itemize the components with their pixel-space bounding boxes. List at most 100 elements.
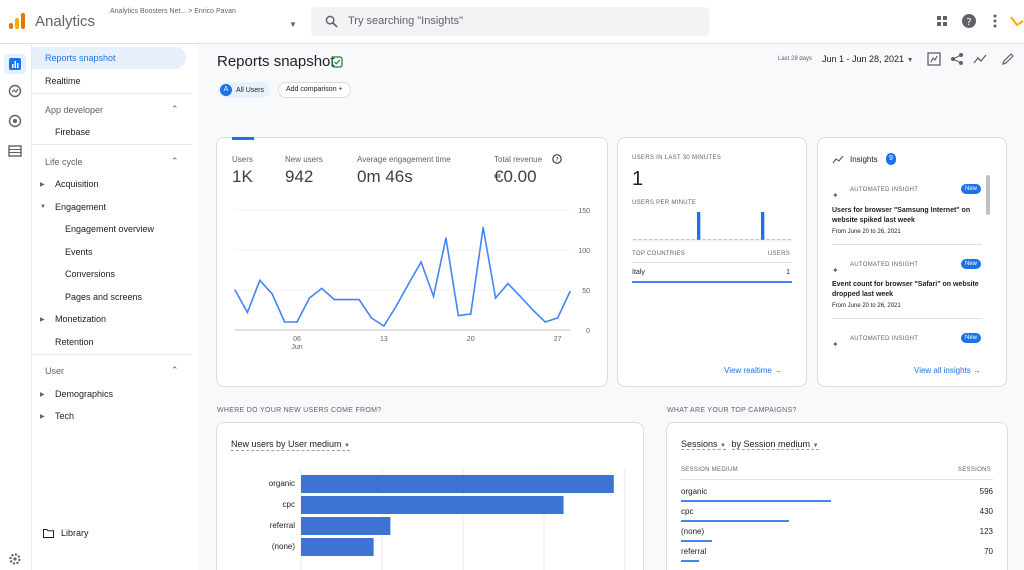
view-all-insights-link[interactable]: View all insights → (914, 366, 982, 375)
date-range-picker[interactable]: Jun 1 - Jun 28, 2021 ▼ (822, 54, 914, 64)
expand-right-icon[interactable]: ▶ (40, 317, 45, 323)
expand-right-icon[interactable]: ▶ (40, 414, 45, 420)
overview-metrics-card: Users 1K New users 942 Average engagemen… (216, 137, 608, 387)
nav-section-user[interactable]: User (45, 366, 65, 376)
nav-reports-snapshot[interactable]: Reports snapshot (45, 53, 116, 63)
add-comparison-button[interactable]: Add comparison + (278, 82, 351, 98)
medium-cell: organic (681, 487, 708, 496)
campaigns-selector[interactable]: Sessions ▼ by Session medium ▼ (681, 439, 819, 450)
new-users-section-title: WHERE DO YOUR NEW USERS COME FROM? (217, 407, 382, 414)
edit-pencil-icon[interactable] (1001, 52, 1015, 66)
new-users-bar-chart[interactable]: organic cpc referral (none) (225, 469, 635, 570)
nav-section-life-cycle[interactable]: Life cycle (45, 157, 83, 167)
new-users-card: New users by User medium ▼ organic cpc ref… (216, 422, 644, 570)
chevron-up-icon[interactable]: ⌃ (171, 365, 179, 375)
report-navigation: Reports snapshot Realtime App developer … (32, 44, 198, 436)
advertising-icon[interactable] (8, 114, 22, 128)
share-icon[interactable] (950, 52, 964, 66)
expand-right-icon[interactable]: ▶ (40, 182, 45, 188)
admin-settings-icon[interactable] (8, 552, 22, 566)
table-row[interactable]: (none) 123 (681, 527, 993, 542)
insights-card: Insights 9 ✦ AUTOMATED INSIGHT New Users… (817, 137, 1007, 387)
search-input[interactable]: Try searching "Insights" (311, 7, 709, 36)
nav-monetization[interactable]: Monetization (55, 314, 107, 324)
medium-cell: cpc (681, 507, 694, 516)
data-point (420, 261, 422, 263)
insight-title[interactable]: Event count for browser "Safari" on webs… (832, 281, 979, 298)
configure-icon[interactable] (8, 144, 22, 158)
nav-pages-and-screens[interactable]: Pages and screens (65, 292, 143, 302)
nav-acquisition[interactable]: Acquisition (55, 179, 99, 189)
nav-divider (32, 354, 192, 355)
session-bar (681, 520, 790, 522)
account-selector[interactable]: Analytics Boosters Net... > Enrico Pavan (110, 8, 236, 15)
apps-grid-icon[interactable] (934, 13, 950, 29)
medium-cell: (none) (681, 527, 705, 536)
new-badge: New (961, 184, 982, 194)
x-tick-label: 13 (380, 336, 388, 343)
insight-title[interactable]: Users for browser "Samsung Internet" on … (832, 207, 971, 224)
help-icon[interactable]: ? (961, 13, 977, 29)
nav-engagement-overview[interactable]: Engagement overview (65, 224, 155, 234)
explore-icon[interactable] (8, 84, 22, 98)
table-row[interactable]: organic 596 (681, 487, 993, 502)
users-per-minute-chart[interactable] (632, 210, 792, 244)
country-users: 1 (786, 269, 790, 276)
realtime-title: USERS IN LAST 30 MINUTES (632, 155, 722, 161)
top-countries-header: TOP COUNTRIES (632, 251, 686, 257)
new-users-bar (301, 517, 391, 535)
table-row[interactable]: referral 70 (681, 547, 993, 562)
session-medium-selector[interactable]: by Session medium ▼ (731, 439, 819, 450)
table-row[interactable]: cpc 430 (681, 507, 993, 522)
users-column-header: USERS (767, 251, 790, 257)
insights-sparkle-icon[interactable] (973, 52, 987, 66)
insights-scrollbar[interactable] (986, 175, 990, 215)
metric-new-users-label[interactable]: New users (285, 155, 323, 164)
new-users-bar (301, 475, 614, 493)
chevron-up-icon[interactable]: ⌃ (171, 156, 179, 166)
nav-events[interactable]: Events (65, 247, 93, 257)
sessions-metric-selector[interactable]: Sessions ▼ (681, 439, 726, 450)
view-realtime-link[interactable]: View realtime → (724, 366, 783, 375)
y-tick-label: 100 (578, 248, 590, 255)
insight-date: From June 20 to 26, 2021 (832, 229, 901, 235)
nav-realtime[interactable]: Realtime (45, 76, 81, 86)
nav-retention[interactable]: Retention (55, 337, 94, 347)
nav-section-app-developer[interactable]: App developer (45, 105, 104, 115)
minute-bar (766, 239, 770, 240)
more-vert-icon[interactable] (987, 13, 1003, 29)
metric-revenue-label[interactable]: Total revenue (494, 155, 543, 164)
minute-bar (723, 239, 727, 240)
nav-engagement[interactable]: Engagement (55, 202, 107, 212)
expand-down-icon[interactable]: ▼ (40, 204, 46, 210)
nav-tech[interactable]: Tech (55, 411, 75, 421)
account-avatar-icon[interactable] (1009, 13, 1024, 29)
session-bar (681, 540, 712, 542)
metric-users-value: 1K (232, 167, 253, 186)
svg-text:?: ? (555, 156, 558, 164)
nav-firebase[interactable]: Firebase (55, 127, 91, 137)
metric-users-label[interactable]: Users (232, 155, 253, 164)
comparison-chip-all-users[interactable]: A All Users (218, 82, 271, 98)
new-users-dimension-selector[interactable]: New users by User medium ▼ (231, 439, 350, 451)
metric-engagement-label[interactable]: Average engagement time (357, 155, 451, 164)
reports-icon[interactable] (8, 57, 22, 71)
analytics-logo-icon[interactable] (8, 12, 26, 30)
help-circle-icon[interactable]: ? (552, 154, 562, 164)
account-dropdown-icon[interactable]: ▼ (289, 20, 297, 29)
expand-right-icon[interactable]: ▶ (40, 392, 45, 398)
insight-item[interactable]: ✦ AUTOMATED INSIGHT (832, 336, 919, 349)
chevron-up-icon[interactable]: ⌃ (171, 104, 179, 114)
nav-divider (32, 144, 192, 145)
nav-library[interactable]: Library (61, 528, 89, 538)
nav-conversions[interactable]: Conversions (65, 269, 116, 279)
bar-category-label: organic (269, 479, 295, 488)
top-bar: Analytics Analytics Boosters Net... > En… (0, 0, 1024, 44)
insight-item[interactable]: ✦ AUTOMATED INSIGHT (832, 187, 919, 200)
insight-divider (832, 244, 982, 245)
customize-report-icon[interactable] (927, 52, 941, 66)
nav-demographics[interactable]: Demographics (55, 389, 114, 399)
data-point (494, 297, 497, 299)
insight-item[interactable]: ✦ AUTOMATED INSIGHT (832, 262, 919, 275)
